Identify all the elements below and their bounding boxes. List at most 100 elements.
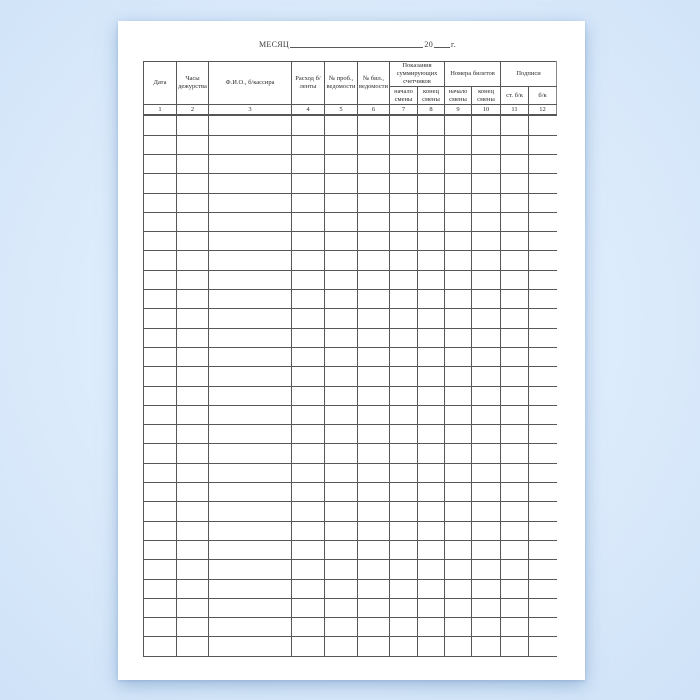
table-cell [389, 134, 418, 155]
table-cell [357, 231, 390, 252]
table-cell [500, 578, 530, 599]
column-number-11: 11 [500, 104, 530, 117]
table-cell [176, 443, 209, 464]
header-row-subcolumns: начало смены конец смены начало смены ко… [144, 86, 558, 106]
table-cell [389, 231, 418, 252]
table-cell [291, 231, 325, 252]
table-cell [324, 539, 358, 561]
table-cell [324, 153, 358, 175]
table-cell [416, 520, 446, 541]
table-row [143, 424, 557, 445]
table-cell [324, 308, 358, 329]
table-cell [471, 501, 502, 522]
table-cell [471, 153, 502, 175]
table-cell [528, 424, 557, 445]
table-cell [208, 443, 292, 464]
table-row [143, 289, 557, 310]
table-cell [471, 346, 502, 368]
table-cell [500, 211, 530, 233]
table-cell [143, 153, 177, 175]
table-cell [528, 114, 557, 136]
column-number-6: 6 [357, 104, 390, 117]
table-cell [416, 269, 446, 291]
col-group-counters: Показания суммирующих счетчиков [388, 60, 446, 88]
table-cell [389, 520, 418, 541]
table-cell [528, 462, 557, 484]
table-cell [357, 482, 390, 503]
table-cell [357, 520, 390, 541]
table-cell [471, 636, 502, 657]
table-cell [500, 385, 530, 406]
table-row [143, 211, 557, 233]
table-cell [143, 366, 177, 387]
table-row [143, 114, 557, 136]
table-cell [324, 385, 358, 406]
table-cell [143, 192, 177, 213]
table-cell [416, 424, 446, 445]
col-header-duty-hours: Часы дежурства [176, 60, 209, 106]
table-cell [176, 192, 209, 213]
table-cell [357, 114, 390, 136]
table-cell [444, 366, 473, 387]
col-header-trial-sheet-no: № проб., ведомости [324, 60, 358, 106]
table-row [143, 520, 557, 541]
table-row [143, 385, 557, 406]
col-header-tape-usage: Расход б/ленты [291, 60, 325, 106]
table-row [143, 269, 557, 291]
table-cell [500, 114, 530, 136]
table-cell [416, 404, 446, 426]
table-cell [444, 385, 473, 406]
table-cell [143, 617, 177, 638]
table-cell [143, 134, 177, 155]
table-cell [389, 366, 418, 387]
table-cell [176, 501, 209, 522]
table-cell [291, 462, 325, 484]
table-cell [324, 327, 358, 348]
table-cell [176, 327, 209, 348]
table-cell [291, 346, 325, 368]
table-cell [357, 173, 390, 194]
table-cell [176, 462, 209, 484]
table-cell [357, 346, 390, 368]
table-cell [528, 231, 557, 252]
table-cell [176, 289, 209, 310]
table-cell [528, 269, 557, 291]
table-cell [444, 520, 473, 541]
table-cell [389, 346, 418, 368]
table-cell [416, 327, 446, 348]
table-row [143, 404, 557, 426]
table-cell [208, 636, 292, 657]
table-cell [500, 134, 530, 155]
table-cell [471, 289, 502, 310]
table-cell [176, 153, 209, 175]
table-cell [444, 559, 473, 580]
table-cell [471, 231, 502, 252]
table-cell [324, 636, 358, 657]
column-number-4: 4 [291, 104, 325, 117]
table-cell [291, 192, 325, 213]
column-number-2: 2 [176, 104, 209, 117]
table-cell [471, 134, 502, 155]
table-cell [500, 462, 530, 484]
table-cell [471, 559, 502, 580]
table-cell [357, 597, 390, 619]
table-cell [208, 289, 292, 310]
table-row [143, 153, 557, 175]
table-cell [208, 114, 292, 136]
table-cell [143, 578, 177, 599]
table-cell [528, 443, 557, 464]
table-cell [528, 192, 557, 213]
table-cell [471, 424, 502, 445]
table-cell [500, 404, 530, 426]
table-cell [389, 482, 418, 503]
table-cell [143, 636, 177, 657]
table-row [143, 192, 557, 213]
document-page: МЕСЯЦ 20 г. Дата Часы дежурства Ф.И.О., … [118, 21, 585, 680]
table-cell [528, 250, 557, 271]
table-cell [291, 211, 325, 233]
table-cell [176, 366, 209, 387]
table-cell [324, 578, 358, 599]
table-cell [143, 385, 177, 406]
table-cell [500, 597, 530, 619]
table-body [143, 114, 557, 657]
